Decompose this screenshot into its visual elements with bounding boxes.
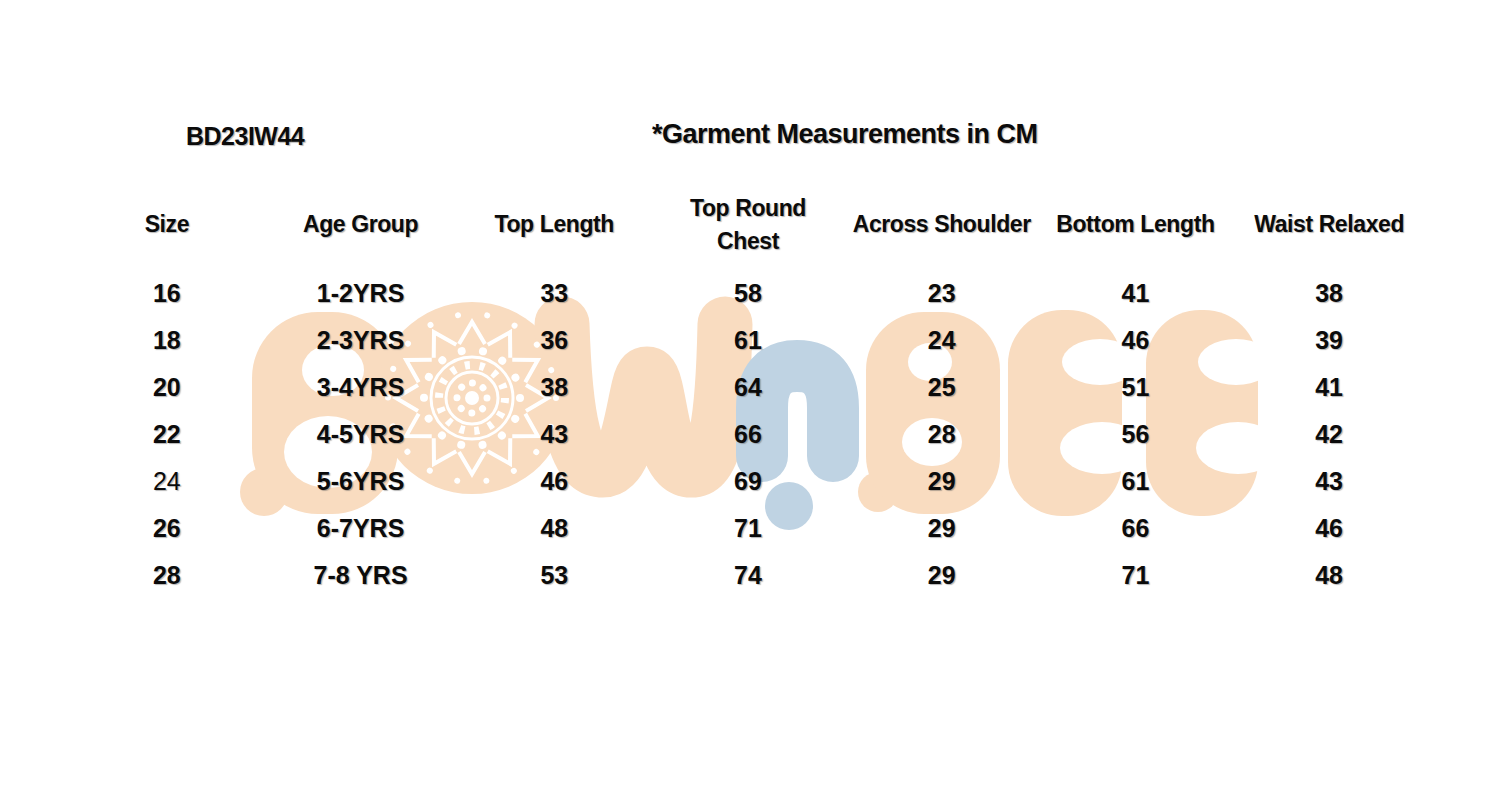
cell-age-group: 4-5YRS xyxy=(264,420,458,449)
cell-size: 22 xyxy=(70,420,264,449)
cell-size: 24 xyxy=(70,467,264,496)
table-row: 20 3-4YRS 38 64 25 51 41 xyxy=(70,364,1426,411)
cell-across-shoulder: 29 xyxy=(845,561,1039,590)
cell-waist-relaxed: 41 xyxy=(1232,373,1426,402)
column-header-top-round-chest: Top Round Chest xyxy=(651,192,845,259)
cell-age-group: 3-4YRS xyxy=(264,373,458,402)
cell-bottom-length: 41 xyxy=(1039,279,1233,308)
cell-across-shoulder: 23 xyxy=(845,279,1039,308)
cell-bottom-length: 71 xyxy=(1039,561,1233,590)
cell-top-round-chest: 61 xyxy=(651,326,845,355)
cell-bottom-length: 46 xyxy=(1039,326,1233,355)
cell-top-length: 48 xyxy=(457,514,651,543)
cell-bottom-length: 56 xyxy=(1039,420,1233,449)
cell-waist-relaxed: 46 xyxy=(1232,514,1426,543)
cell-top-length: 38 xyxy=(457,373,651,402)
table-row: 16 1-2YRS 33 58 23 41 38 xyxy=(70,270,1426,317)
column-header-waist-relaxed: Waist Relaxed xyxy=(1232,208,1426,241)
size-chart-page: BD23IW44 *Garment Measurements in CM Siz… xyxy=(0,0,1500,800)
cell-waist-relaxed: 39 xyxy=(1232,326,1426,355)
cell-bottom-length: 61 xyxy=(1039,467,1233,496)
cell-waist-relaxed: 38 xyxy=(1232,279,1426,308)
cell-age-group: 1-2YRS xyxy=(264,279,458,308)
cell-waist-relaxed: 42 xyxy=(1232,420,1426,449)
cell-across-shoulder: 28 xyxy=(845,420,1039,449)
cell-top-length: 46 xyxy=(457,467,651,496)
table-row: 18 2-3YRS 36 61 24 46 39 xyxy=(70,317,1426,364)
table-row: 24 5-6YRS 46 69 29 61 43 xyxy=(70,458,1426,505)
cell-size: 20 xyxy=(70,373,264,402)
cell-bottom-length: 66 xyxy=(1039,514,1233,543)
cell-top-round-chest: 58 xyxy=(651,279,845,308)
cell-top-round-chest: 66 xyxy=(651,420,845,449)
table-body: 16 1-2YRS 33 58 23 41 38 18 2-3YRS 36 61… xyxy=(70,270,1426,599)
cell-top-length: 53 xyxy=(457,561,651,590)
cell-waist-relaxed: 43 xyxy=(1232,467,1426,496)
cell-top-length: 33 xyxy=(457,279,651,308)
cell-size: 28 xyxy=(70,561,264,590)
cell-top-round-chest: 69 xyxy=(651,467,845,496)
table-row: 26 6-7YRS 48 71 29 66 46 xyxy=(70,505,1426,552)
cell-top-length: 43 xyxy=(457,420,651,449)
cell-across-shoulder: 25 xyxy=(845,373,1039,402)
cell-age-group: 5-6YRS xyxy=(264,467,458,496)
measurements-note: *Garment Measurements in CM xyxy=(652,119,1038,150)
cell-age-group: 7-8 YRS xyxy=(264,561,458,590)
cell-size: 26 xyxy=(70,514,264,543)
cell-size: 16 xyxy=(70,279,264,308)
cell-age-group: 6-7YRS xyxy=(264,514,458,543)
cell-age-group: 2-3YRS xyxy=(264,326,458,355)
column-header-size: Size xyxy=(70,208,264,241)
column-header-bottom-length: Bottom Length xyxy=(1039,208,1233,241)
table-row: 22 4-5YRS 43 66 28 56 42 xyxy=(70,411,1426,458)
column-header-age-group: Age Group xyxy=(264,208,458,241)
column-header-top-length: Top Length xyxy=(457,208,651,241)
cell-across-shoulder: 24 xyxy=(845,326,1039,355)
product-code: BD23IW44 xyxy=(186,122,304,151)
cell-top-round-chest: 64 xyxy=(651,373,845,402)
cell-top-round-chest: 74 xyxy=(651,561,845,590)
column-header-across-shoulder: Across Shoulder xyxy=(845,208,1039,241)
cell-top-length: 36 xyxy=(457,326,651,355)
cell-bottom-length: 51 xyxy=(1039,373,1233,402)
size-chart-table: Size Age Group Top Length Top Round Ches… xyxy=(70,188,1426,599)
table-header-row: Size Age Group Top Length Top Round Ches… xyxy=(70,188,1426,262)
cell-waist-relaxed: 48 xyxy=(1232,561,1426,590)
cell-size: 18 xyxy=(70,326,264,355)
cell-across-shoulder: 29 xyxy=(845,467,1039,496)
cell-top-round-chest: 71 xyxy=(651,514,845,543)
cell-across-shoulder: 29 xyxy=(845,514,1039,543)
table-row: 28 7-8 YRS 53 74 29 71 48 xyxy=(70,552,1426,599)
